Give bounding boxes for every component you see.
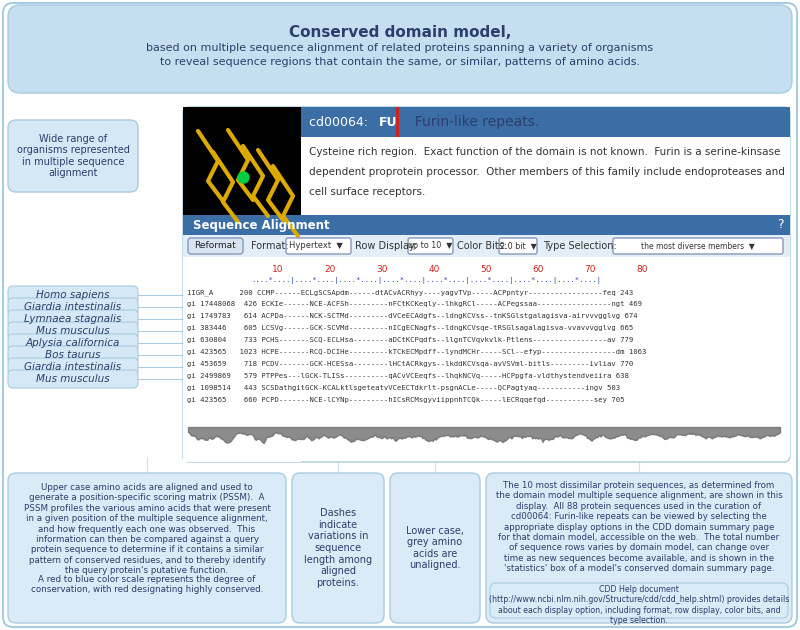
Text: Lymnaea stagnalis: Lymnaea stagnalis xyxy=(24,314,122,324)
Bar xyxy=(183,107,301,215)
Text: Cysteine rich region.  Exact function of the domain is not known.  Furin is a se: Cysteine rich region. Exact function of … xyxy=(309,147,780,157)
FancyBboxPatch shape xyxy=(183,107,790,462)
FancyBboxPatch shape xyxy=(292,473,384,623)
Bar xyxy=(301,107,790,137)
FancyBboxPatch shape xyxy=(613,238,783,254)
Text: Mus musculus: Mus musculus xyxy=(36,374,110,384)
Text: based on multiple sequence alignment of related proteins spanning a variety of o: based on multiple sequence alignment of … xyxy=(146,43,654,53)
Bar xyxy=(183,215,790,235)
FancyBboxPatch shape xyxy=(499,238,537,254)
Text: CDD Help document
(http://www.ncbi.nlm.nih.gov/Structure/cdd/cdd_help.shtml) pro: CDD Help document (http://www.ncbi.nlm.n… xyxy=(489,585,789,625)
Text: 1IGR_A      200 CCMP------ECLgSCSApdm------dtACvACRhyy----yagvTVp-----ACPpntyr--: 1IGR_A 200 CCMP------ECLgSCSApdm------dt… xyxy=(187,289,634,295)
Text: Conserved domain model,: Conserved domain model, xyxy=(289,25,511,40)
FancyBboxPatch shape xyxy=(390,473,480,623)
FancyBboxPatch shape xyxy=(490,583,788,618)
Text: gi 630804    733 PCHS-------SCQ-ECLHsa--------aDCtKCPqdfs--llgnTCVqvkvlk-Ptlens-: gi 630804 733 PCHS-------SCQ-ECLHsa-----… xyxy=(187,337,634,343)
Bar xyxy=(301,137,790,215)
Text: dependent proprotein processor.  Other members of this family include endoprotea: dependent proprotein processor. Other me… xyxy=(309,167,785,177)
Text: 10: 10 xyxy=(272,265,284,274)
Text: 20: 20 xyxy=(324,265,336,274)
Text: 60: 60 xyxy=(532,265,544,274)
Text: gi 423565   1023 HCPE-------RCQ-DCIHe---------kTCkECMpdff--lyndMCHr-----SCl--efy: gi 423565 1023 HCPE-------RCQ-DCIHe-----… xyxy=(187,349,646,355)
FancyBboxPatch shape xyxy=(8,334,138,352)
Text: Upper case amino acids are aligned and used to
generate a position-specific scor: Upper case amino acids are aligned and u… xyxy=(23,483,270,575)
Text: ....*....|....*....|....*....|....*....|....*....|....*....|....*....|....*....|: ....*....|....*....|....*....|....*....|… xyxy=(251,277,601,284)
FancyBboxPatch shape xyxy=(188,238,243,254)
Text: FU: FU xyxy=(379,115,398,129)
Bar xyxy=(183,235,790,257)
Text: to reveal sequence regions that contain the same, or similar, patterns of amino : to reveal sequence regions that contain … xyxy=(160,57,640,67)
Text: Homo sapiens: Homo sapiens xyxy=(36,290,110,300)
FancyBboxPatch shape xyxy=(8,120,138,192)
Text: gi 423565    660 PCPD-------NCE-lCYNp---------hICsRCMsgyviippnhTCQk-----lECRqqef: gi 423565 660 PCPD-------NCE-lCYNp------… xyxy=(187,397,625,403)
Text: Lower case,
grey amino
acids are
unaligned.: Lower case, grey amino acids are unalign… xyxy=(406,525,464,570)
Text: Furin-like repeats.: Furin-like repeats. xyxy=(406,115,539,129)
Text: 2.0 bit  ▼: 2.0 bit ▼ xyxy=(500,241,536,251)
Text: Row Display:: Row Display: xyxy=(355,241,418,251)
Text: gi 2499869   579 PTPPes---lGCK-TLISs----------qACvVCEeqfs--lhqkNCVq-----HCPpgfa-: gi 2499869 579 PTPPes---lGCK-TLISs------… xyxy=(187,373,629,379)
Text: Dashes
indicate
variations in
sequence
length among
aligned
proteins.: Dashes indicate variations in sequence l… xyxy=(304,508,372,588)
Text: Bos taurus: Bos taurus xyxy=(46,350,101,360)
Text: Color Bits:: Color Bits: xyxy=(457,241,507,251)
FancyBboxPatch shape xyxy=(486,473,792,623)
FancyBboxPatch shape xyxy=(8,358,138,376)
Text: Giardia intestinalis: Giardia intestinalis xyxy=(25,302,122,312)
Text: Wide range of
organisms represented
in multiple sequence
alignment: Wide range of organisms represented in m… xyxy=(17,134,130,178)
Text: ?: ? xyxy=(777,219,783,231)
FancyBboxPatch shape xyxy=(8,370,138,388)
Text: gi 1749783   614 ACPDa------NCK-SCTMd---------dVCeECAdgfs--ldngKCVss--tnKSGlstga: gi 1749783 614 ACPDa------NCK-SCTMd-----… xyxy=(187,313,638,319)
FancyBboxPatch shape xyxy=(8,298,138,316)
FancyBboxPatch shape xyxy=(8,286,138,304)
FancyBboxPatch shape xyxy=(408,238,453,254)
Text: gi 1098514   443 SCSDathgitGCK-KCALktlsgeteatvVCeECTdkrlt-psgnACLe-----QCPagtyaq: gi 1098514 443 SCSDathgitGCK-KCALktlsget… xyxy=(187,385,620,391)
Text: 50: 50 xyxy=(480,265,492,274)
Text: 40: 40 xyxy=(428,265,440,274)
Text: Giardia intestinalis: Giardia intestinalis xyxy=(25,362,122,372)
Text: 70: 70 xyxy=(584,265,596,274)
FancyBboxPatch shape xyxy=(286,238,351,254)
Text: The 10 most dissimilar protein sequences, as determined from
the domain model mu: The 10 most dissimilar protein sequences… xyxy=(496,481,782,573)
Text: A red to blue color scale represents the degree of
conservation, with red design: A red to blue color scale represents the… xyxy=(31,575,263,594)
Text: 30: 30 xyxy=(376,265,388,274)
Text: gi 453659    718 PCDV-------GCK-HCESsa--------lHCtACRkgys--lkddKCVsqa-avVSVml-bi: gi 453659 718 PCDV-------GCK-HCESsa-----… xyxy=(187,361,634,367)
Text: up to 10  ▼: up to 10 ▼ xyxy=(408,241,452,251)
Text: cd00064:: cd00064: xyxy=(309,115,372,129)
Bar xyxy=(183,215,301,462)
Text: the most diverse members  ▼: the most diverse members ▼ xyxy=(641,241,755,251)
FancyBboxPatch shape xyxy=(8,5,792,93)
FancyBboxPatch shape xyxy=(8,310,138,328)
Text: cell surface receptors.: cell surface receptors. xyxy=(309,187,426,197)
FancyBboxPatch shape xyxy=(8,346,138,364)
Text: Reformat: Reformat xyxy=(194,241,236,251)
Text: Aplysia californica: Aplysia californica xyxy=(26,338,120,348)
Text: Mus musculus: Mus musculus xyxy=(36,326,110,336)
Text: Type Selection:: Type Selection: xyxy=(543,241,617,251)
Text: Hypertext  ▼: Hypertext ▼ xyxy=(289,241,343,251)
Text: Sequence Alignment: Sequence Alignment xyxy=(193,219,330,231)
Text: 80: 80 xyxy=(636,265,648,274)
Text: Format:: Format: xyxy=(251,241,289,251)
Bar xyxy=(396,107,399,137)
Text: gi 17448068  426 ECKIe------NCE-ACFSh---------nFCtKCKeqly--lhkgRCl-----ACPegssaa: gi 17448068 426 ECKIe------NCE-ACFSh----… xyxy=(187,301,642,307)
FancyBboxPatch shape xyxy=(8,473,286,623)
Text: gi 383446    605 LCSVg------GCK-SCVMd---------nICgECNagfs--ldngKCVsqe-tRSGlsagal: gi 383446 605 LCSVg------GCK-SCVMd------… xyxy=(187,325,634,331)
Bar xyxy=(183,257,790,457)
FancyBboxPatch shape xyxy=(8,322,138,340)
